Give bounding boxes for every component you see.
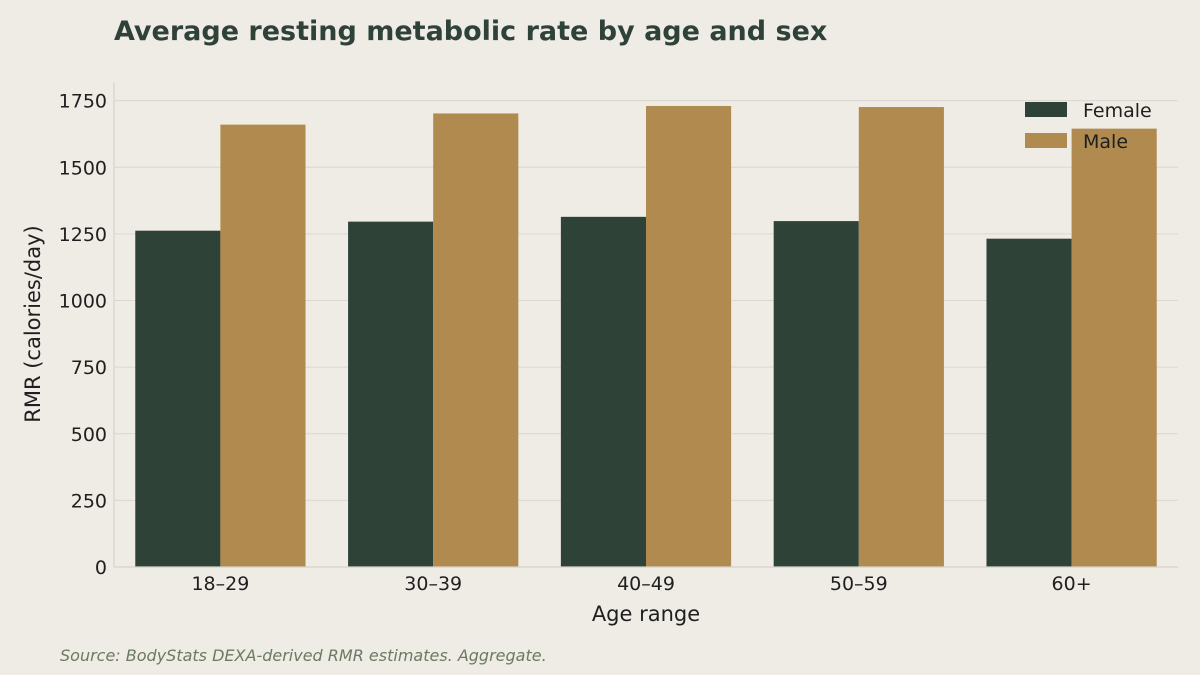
source-note: Source: BodyStats DEXA-derived RMR estim… (60, 646, 547, 665)
y-axis-title: RMR (calories/day) (21, 225, 45, 423)
legend-label-male: Male (1083, 131, 1128, 153)
legend-label-female: Female (1083, 100, 1152, 122)
bar-male-3 (858, 107, 944, 568)
bar-male-0 (220, 124, 306, 567)
tick-labels: 0 250 500 750 1000 1250 1500 1750 18–29 30–39 40–4… (59, 91, 1092, 595)
y-tick-label: 250 (71, 490, 107, 512)
bars (135, 105, 1157, 568)
y-tick-label: 750 (71, 357, 107, 379)
y-tick-label: 1000 (59, 291, 107, 313)
y-tick-label: 1250 (59, 224, 107, 246)
bar-female-0 (135, 230, 221, 567)
bar-female-3 (773, 221, 859, 567)
chart-title: Average resting metabolic rate by age an… (114, 16, 828, 47)
y-tick-label: 0 (95, 557, 107, 579)
x-tick-label: 30–39 (404, 573, 462, 595)
x-tick-label: 40–49 (617, 573, 675, 595)
x-tick-label: 18–29 (191, 573, 249, 595)
bar-male-4 (1071, 128, 1157, 567)
bar-female-4 (986, 238, 1072, 567)
x-axis-title: Age range (592, 602, 700, 626)
legend: Female Male (1025, 100, 1152, 153)
y-tick-label: 500 (71, 424, 107, 446)
legend-swatch-female (1025, 102, 1067, 117)
bar-male-2 (646, 105, 732, 567)
x-tick-label: 50–59 (830, 573, 888, 595)
axes (113, 82, 1178, 568)
x-tick-label: 60+ (1052, 573, 1092, 595)
bar-male-1 (433, 113, 519, 567)
legend-swatch-male (1025, 133, 1067, 148)
y-tick-label: 1500 (59, 157, 107, 179)
y-tick-label: 1750 (59, 91, 107, 113)
bar-female-2 (560, 216, 646, 568)
bar-female-1 (348, 221, 434, 567)
